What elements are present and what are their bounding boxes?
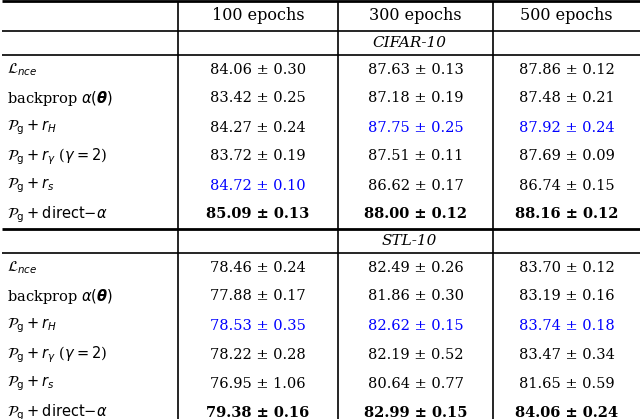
Text: $\mathcal{P}_{\mathrm{g}} + r_{\gamma}$ ($\gamma = 2$): $\mathcal{P}_{\mathrm{g}} + r_{\gamma}$ … [7,344,108,365]
Text: 77.88 ± 0.17: 77.88 ± 0.17 [210,290,306,303]
Text: 88.16 ± 0.12: 88.16 ± 0.12 [515,207,618,222]
Text: 87.63 ± 0.13: 87.63 ± 0.13 [367,62,463,77]
Text: 84.72 ± 0.10: 84.72 ± 0.10 [210,178,306,192]
Text: backprop $\alpha(\boldsymbol{\theta})$: backprop $\alpha(\boldsymbol{\theta})$ [7,89,113,108]
Text: 83.42 ± 0.25: 83.42 ± 0.25 [210,91,306,106]
Text: 81.86 ± 0.30: 81.86 ± 0.30 [367,290,463,303]
Text: $\mathcal{P}_{\mathrm{g}} + r_H$: $\mathcal{P}_{\mathrm{g}} + r_H$ [7,316,57,335]
Text: 81.65 ± 0.59: 81.65 ± 0.59 [518,377,614,391]
Text: 86.74 ± 0.15: 86.74 ± 0.15 [518,178,614,192]
Text: $\mathcal{P}_{\mathrm{g}} + \mathrm{direct}{-}\alpha$: $\mathcal{P}_{\mathrm{g}} + \mathrm{dire… [7,204,108,225]
Text: 500 epochs: 500 epochs [520,8,613,24]
Text: backprop $\alpha(\boldsymbol{\theta})$: backprop $\alpha(\boldsymbol{\theta})$ [7,287,113,306]
Text: 87.86 ± 0.12: 87.86 ± 0.12 [518,62,614,77]
Text: 78.22 ± 0.28: 78.22 ± 0.28 [210,347,306,362]
Text: 85.09 ± 0.13: 85.09 ± 0.13 [206,207,310,222]
Text: 80.64 ± 0.77: 80.64 ± 0.77 [367,377,463,391]
Text: $\mathcal{P}_{\mathrm{g}} + \mathrm{direct}{-}\alpha$: $\mathcal{P}_{\mathrm{g}} + \mathrm{dire… [7,402,108,419]
Text: 87.75 ± 0.25: 87.75 ± 0.25 [368,121,463,134]
Text: CIFAR-10: CIFAR-10 [372,36,446,50]
Text: STL-10: STL-10 [381,234,436,248]
Text: 84.27 ± 0.24: 84.27 ± 0.24 [210,121,306,134]
Text: 86.62 ± 0.17: 86.62 ± 0.17 [367,178,463,192]
Text: 84.06 ± 0.24: 84.06 ± 0.24 [515,406,618,419]
Text: 300 epochs: 300 epochs [369,8,462,24]
Text: 82.19 ± 0.52: 82.19 ± 0.52 [368,347,463,362]
Text: 83.72 ± 0.19: 83.72 ± 0.19 [210,150,306,163]
Text: 87.92 ± 0.24: 87.92 ± 0.24 [518,121,614,134]
Text: 87.69 ± 0.09: 87.69 ± 0.09 [518,150,614,163]
Text: 82.99 ± 0.15: 82.99 ± 0.15 [364,406,467,419]
Text: 87.48 ± 0.21: 87.48 ± 0.21 [518,91,614,106]
Text: 83.19 ± 0.16: 83.19 ± 0.16 [518,290,614,303]
Text: 83.74 ± 0.18: 83.74 ± 0.18 [518,318,614,333]
Text: 83.70 ± 0.12: 83.70 ± 0.12 [518,261,614,274]
Text: 78.46 ± 0.24: 78.46 ± 0.24 [210,261,306,274]
Text: 83.47 ± 0.34: 83.47 ± 0.34 [518,347,614,362]
Text: $\mathcal{L}_{nce}$: $\mathcal{L}_{nce}$ [7,259,37,276]
Text: 88.00 ± 0.12: 88.00 ± 0.12 [364,207,467,222]
Text: $\mathcal{P}_{\mathrm{g}} + r_s$: $\mathcal{P}_{\mathrm{g}} + r_s$ [7,374,55,393]
Text: 82.62 ± 0.15: 82.62 ± 0.15 [368,318,463,333]
Text: 87.51 ± 0.11: 87.51 ± 0.11 [368,150,463,163]
Text: 87.18 ± 0.19: 87.18 ± 0.19 [368,91,463,106]
Text: 82.49 ± 0.26: 82.49 ± 0.26 [367,261,463,274]
Text: 76.95 ± 1.06: 76.95 ± 1.06 [210,377,306,391]
Text: 84.06 ± 0.30: 84.06 ± 0.30 [210,62,306,77]
Text: 100 epochs: 100 epochs [212,8,304,24]
Text: 78.53 ± 0.35: 78.53 ± 0.35 [210,318,306,333]
Text: $\mathcal{P}_{\mathrm{g}} + r_s$: $\mathcal{P}_{\mathrm{g}} + r_s$ [7,176,55,195]
Text: 79.38 ± 0.16: 79.38 ± 0.16 [206,406,310,419]
Text: $\mathcal{L}_{nce}$: $\mathcal{L}_{nce}$ [7,61,37,78]
Text: $\mathcal{P}_{\mathrm{g}} + r_{\gamma}$ ($\gamma = 2$): $\mathcal{P}_{\mathrm{g}} + r_{\gamma}$ … [7,146,108,167]
Text: $\mathcal{P}_{\mathrm{g}} + r_H$: $\mathcal{P}_{\mathrm{g}} + r_H$ [7,118,57,137]
